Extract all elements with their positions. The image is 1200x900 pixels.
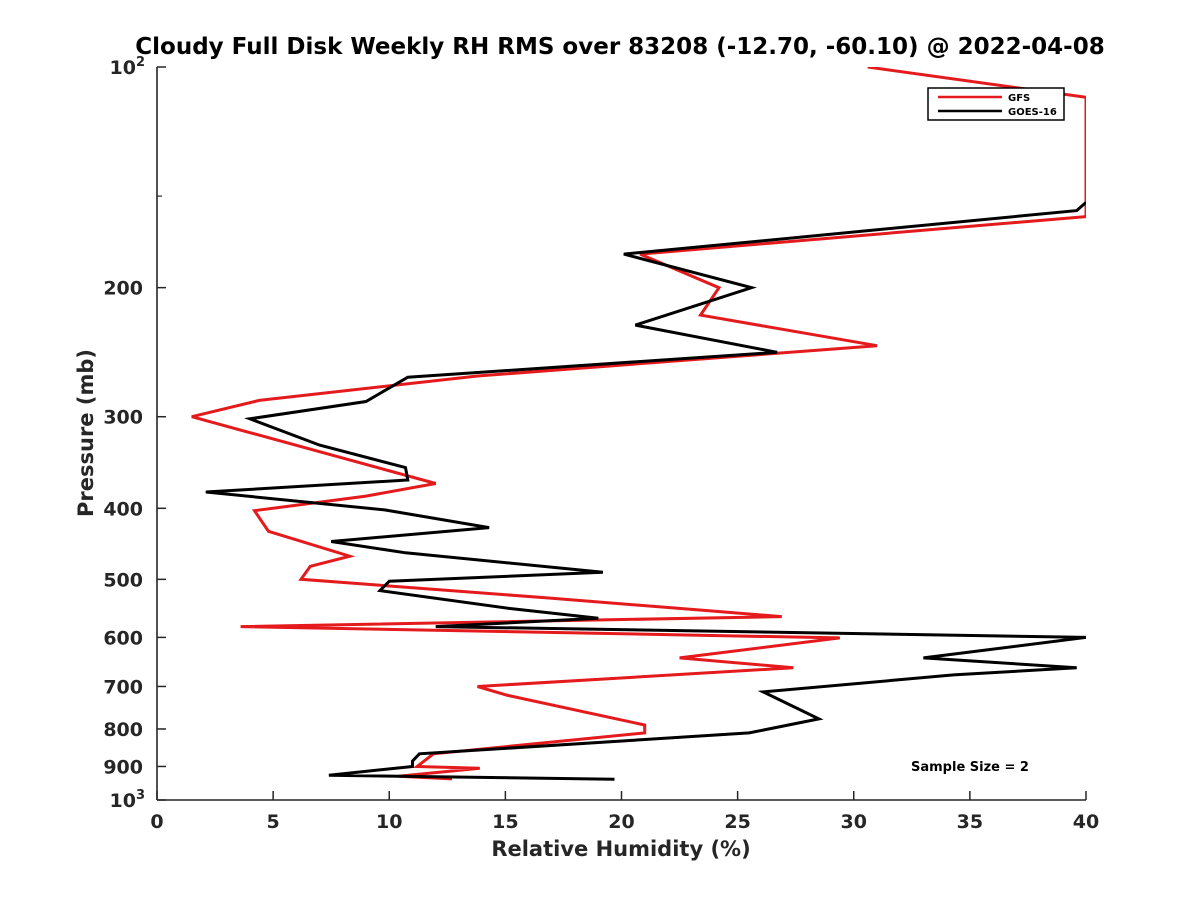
y-tick-label: 400 [103, 498, 143, 520]
x-tick-label: 20 [608, 811, 634, 833]
x-tick-label: 30 [841, 811, 867, 833]
y-tick-label: 600 [103, 627, 143, 649]
x-axis-label: Relative Humidity (%) [491, 837, 750, 861]
y-tick-label: 102 [110, 55, 146, 79]
x-tick-label: 35 [957, 811, 983, 833]
y-tick-label: 200 [103, 278, 143, 300]
y-tick-label: 300 [103, 407, 143, 429]
y-tick-label: 800 [103, 719, 143, 741]
plot-area-frame [157, 67, 1086, 800]
x-tick-label: 40 [1073, 811, 1099, 833]
series-layer [191, 67, 1086, 781]
x-tick-label: 25 [724, 811, 750, 833]
legend-label-goes-16: GOES-16 [1008, 107, 1057, 118]
legend-label-gfs: GFS [1008, 93, 1030, 104]
y-tick-label: 700 [103, 676, 143, 698]
series-line-gfs [191, 67, 1086, 781]
x-tick-label: 5 [267, 811, 280, 833]
chart-title: Cloudy Full Disk Weekly RH RMS over 8320… [135, 34, 1104, 60]
x-tick-label: 0 [150, 811, 163, 833]
legend: GFS GOES-16 [927, 87, 1065, 121]
x-tick-label: 15 [492, 811, 518, 833]
y-axis-label: Pressure (mb) [74, 349, 98, 517]
y-axis-ticks: 102 200 300 400 500 600 700 800 900 103 [103, 55, 166, 812]
legend-box [927, 87, 1065, 121]
x-tick-label: 10 [376, 811, 402, 833]
y-tick-label: 103 [110, 788, 146, 812]
y-tick-label: 500 [103, 569, 143, 591]
sample-size-annotation: Sample Size = 2 [911, 760, 1029, 775]
x-axis-ticks: 0 5 10 15 20 25 30 35 40 [150, 791, 1099, 833]
y-tick-label: 900 [103, 756, 143, 778]
series-line-goes-16 [205, 201, 1086, 781]
